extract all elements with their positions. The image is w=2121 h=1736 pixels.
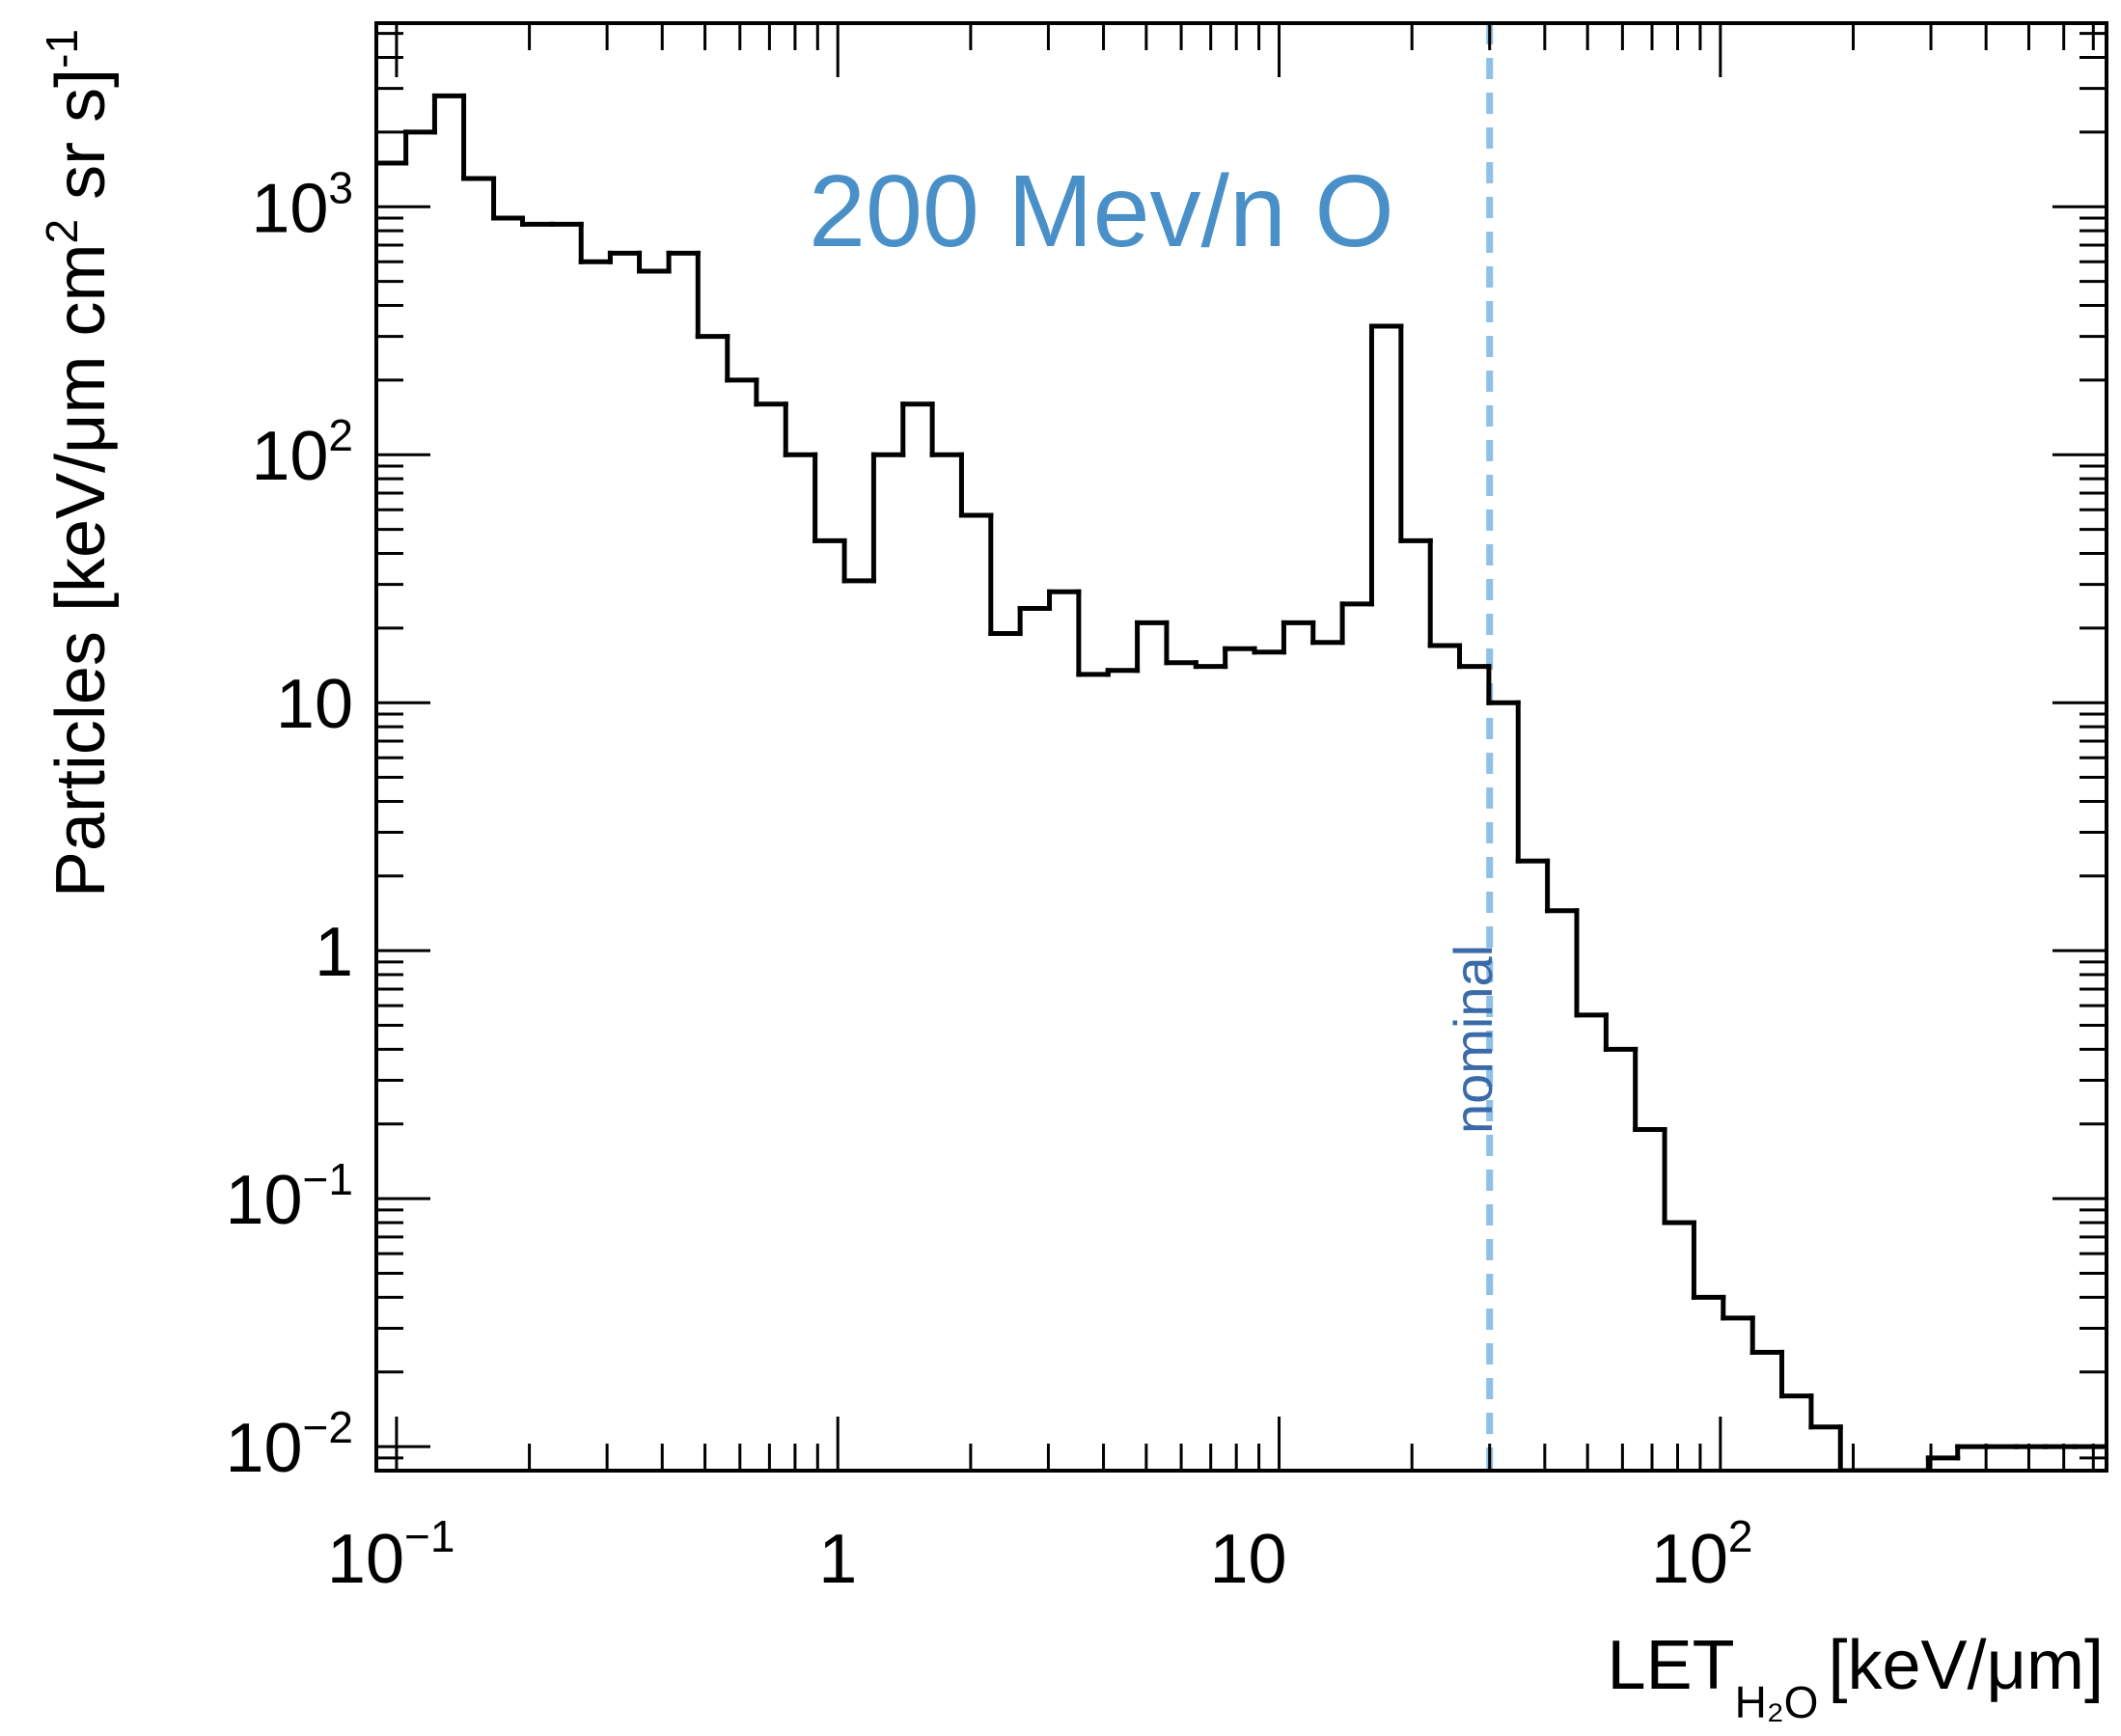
- annotation-title: 200 Mev/n O: [809, 154, 1394, 268]
- histogram-layer: [376, 93, 2107, 1471]
- y-tick-label: 103: [251, 162, 353, 247]
- x-ticks-layer: 10−1 1 10 102: [327, 23, 2095, 1598]
- y-ticks-layer: 10−2 10−1 1 10 102 103: [225, 32, 2107, 1487]
- y-tick-label: 102: [251, 410, 353, 495]
- x-tick-label: 102: [1651, 1511, 1753, 1598]
- x-tick-label: 10: [1210, 1521, 1287, 1598]
- x-tick-label: 10−1: [327, 1511, 455, 1598]
- y-tick-label: 10−1: [225, 1154, 353, 1239]
- annotation-nominal: nominal: [1443, 945, 1503, 1134]
- x-axis-title-unit: [keV/μm]: [1828, 1627, 2104, 1704]
- plot-frame: [374, 21, 2108, 1473]
- y-axis-title-mid: sr s]: [42, 69, 120, 219]
- y-axis-title-main: Particles [keV/μm cm: [42, 244, 120, 898]
- y-tick-label: 1: [315, 914, 353, 991]
- y-axis-title: Particles [keV/μm cm2 sr s]-1: [37, 29, 120, 897]
- x-axis-title: LETH₂O [keV/μm]: [1608, 1627, 2104, 1727]
- y-tick-label: 10: [276, 666, 353, 743]
- x-axis-title-sub: H₂O: [1735, 1677, 1819, 1727]
- y-axis-title-exp2: -1: [37, 29, 87, 69]
- x-tick-label: 1: [818, 1521, 857, 1598]
- y-tick-label: 10−2: [225, 1402, 353, 1487]
- y-axis-title-exp1: 2: [37, 219, 87, 244]
- x-axis-title-main: LET: [1608, 1627, 1735, 1704]
